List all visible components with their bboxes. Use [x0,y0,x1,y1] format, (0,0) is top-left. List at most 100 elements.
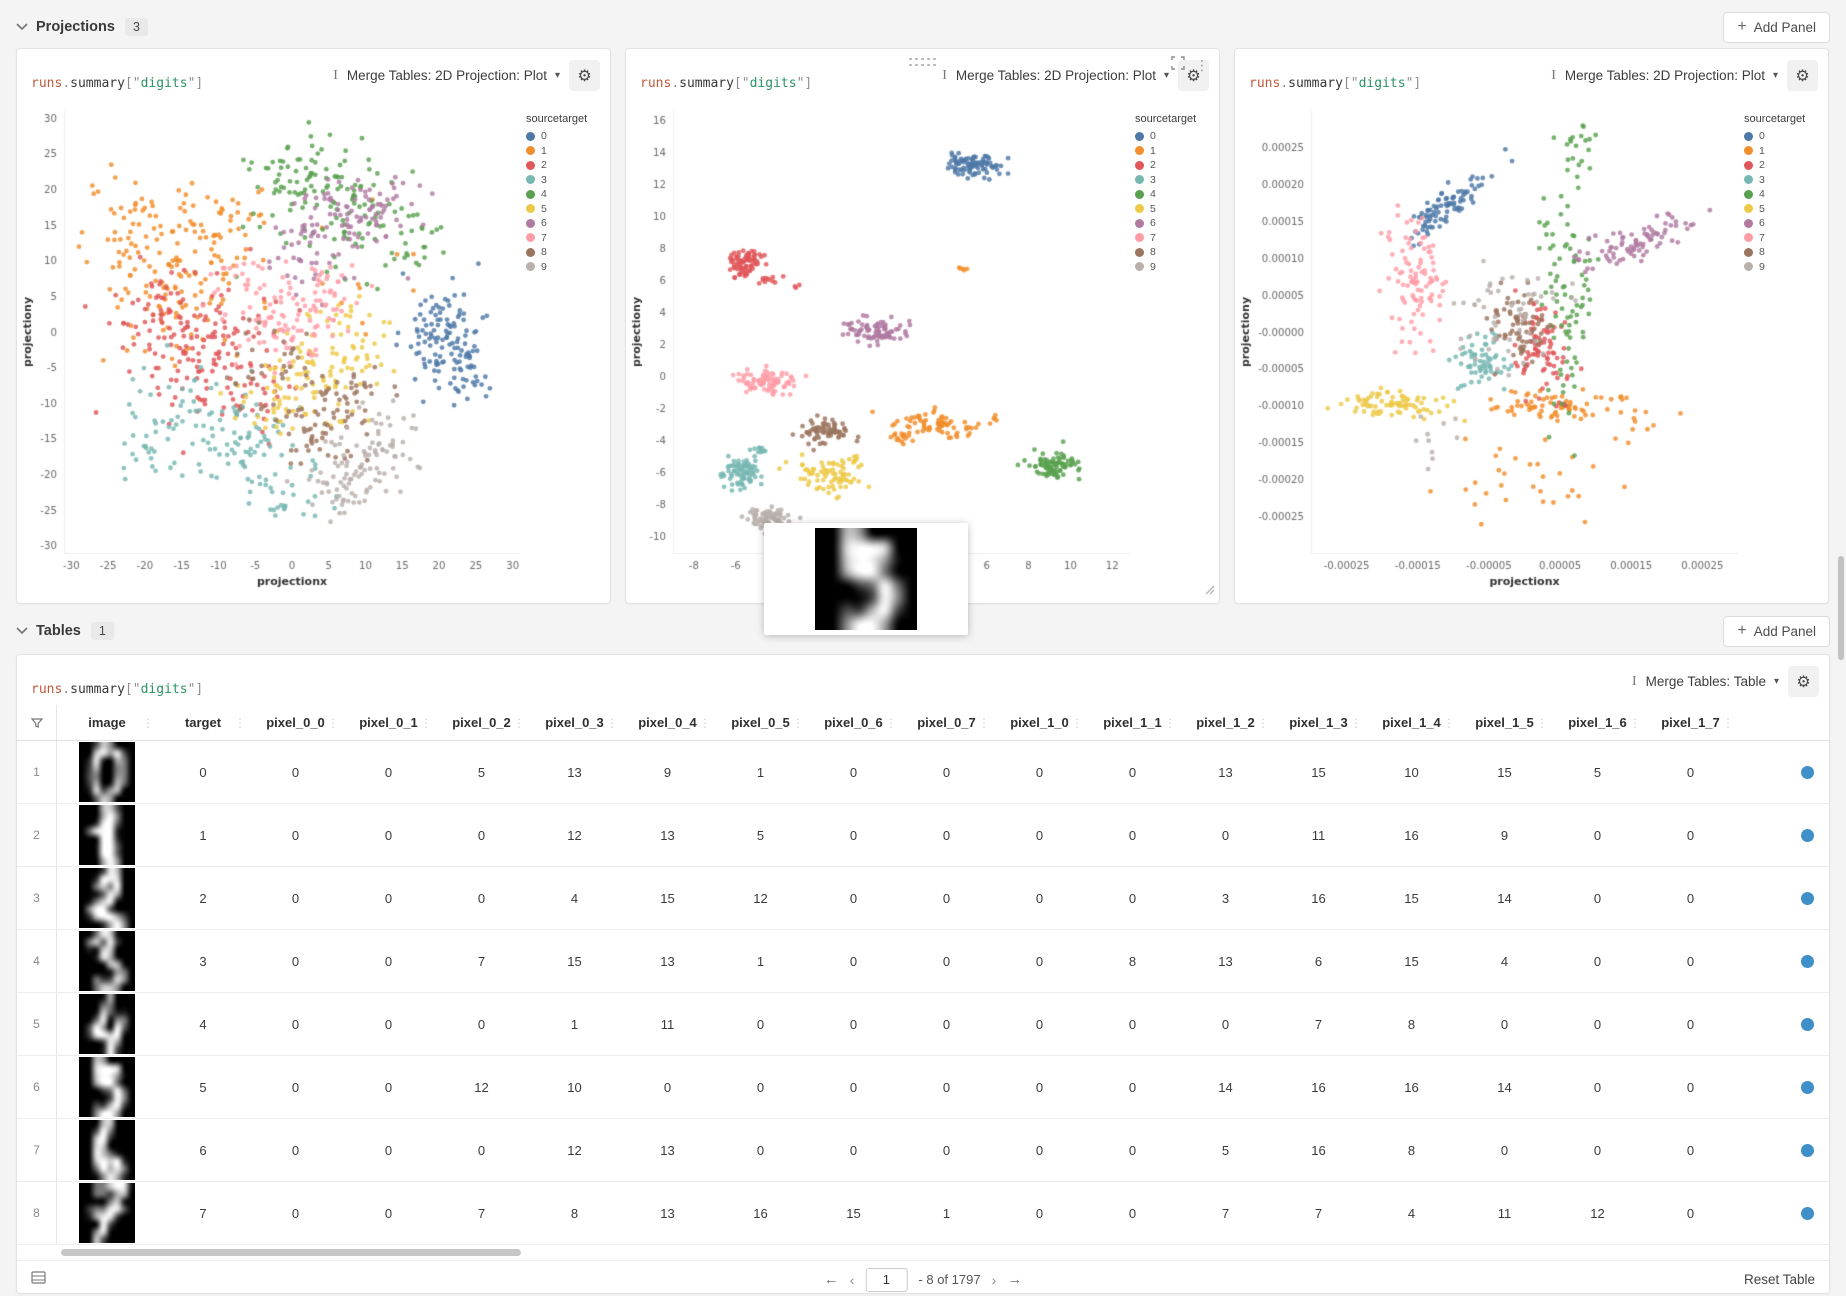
run-color-dot[interactable] [1800,954,1814,968]
column-menu-icon[interactable]: ⋮ [1071,715,1083,730]
digit-image-cell[interactable] [57,1057,157,1117]
horizontal-scrollbar-thumb[interactable] [61,1249,521,1256]
fullscreen-icon[interactable] [1171,56,1185,75]
digit-image[interactable] [79,1057,135,1117]
pixel-cell-pixel_1_5: 9 [1500,827,1509,843]
panel-drag-handle-icon[interactable] [908,56,938,68]
table-settings-button[interactable]: ⚙ [1788,666,1819,697]
table-pagination: ← ‹ - 8 of 1797 › → [823,1267,1023,1292]
column-menu-icon[interactable]: ⋮ [327,715,339,730]
digit-image[interactable] [79,805,135,865]
column-menu-icon[interactable]: ⋮ [1443,715,1455,730]
add-panel-button[interactable]: + Add Panel [1723,615,1830,647]
digit-image-cell[interactable] [57,742,157,802]
run-color-dot[interactable] [1800,828,1814,842]
digit-image[interactable] [79,868,135,928]
panel-type-dropdown[interactable]: Merge Tables: 2D Projection: Plot ▾ [1564,68,1778,83]
column-header-pixel_0_0[interactable]: pixel_0_0 ⋮ [266,715,339,730]
column-header-pixel_0_3[interactable]: pixel_0_3 ⋮ [545,715,618,730]
row-number: 6 [17,1056,57,1118]
column-header-pixel_1_6[interactable]: pixel_1_6 ⋮ [1568,715,1641,730]
column-header-pixel_1_5[interactable]: pixel_1_5 ⋮ [1475,715,1548,730]
digit-image-cell[interactable] [57,868,157,928]
column-header-pixel_1_1[interactable]: pixel_1_1 ⋮ [1103,715,1176,730]
panel-settings-button[interactable]: ⚙ [1787,60,1818,91]
pixel-cell-pixel_0_1: 0 [384,1016,393,1032]
filter-icon[interactable] [17,705,57,740]
run-color-dot[interactable] [1800,1206,1814,1220]
digit-image[interactable] [79,1183,135,1243]
legend-swatch-icon [526,218,535,228]
column-header-pixel_0_7[interactable]: pixel_0_7 ⋮ [917,715,990,730]
digit-image-cell[interactable] [57,1183,157,1243]
table-type-dropdown[interactable]: Merge Tables: Table ▾ [1645,674,1779,689]
panel-resize-handle[interactable] [1205,582,1215,600]
first-page-arrow[interactable]: ← [823,1271,839,1288]
column-menu-icon[interactable]: ⋮ [792,715,804,730]
reset-table-button[interactable]: Reset Table [1743,1272,1815,1287]
projections-collapse-chevron-icon[interactable] [16,23,28,31]
column-header-pixel_0_4[interactable]: pixel_0_4 ⋮ [638,715,711,730]
column-header-pixel_1_3[interactable]: pixel_1_3 ⋮ [1289,715,1362,730]
last-page-arrow[interactable]: → [1007,1271,1023,1288]
column-menu-icon[interactable]: ⋮ [978,715,990,730]
column-header-pixel_0_5[interactable]: pixel_0_5 ⋮ [731,715,804,730]
prev-page-chevron[interactable]: ‹ [849,1271,855,1288]
column-header-pixel_1_7[interactable]: pixel_1_7 ⋮ [1661,715,1734,730]
column-menu-icon[interactable]: ⋮ [885,715,897,730]
column-header-pixel_0_6[interactable]: pixel_0_6 ⋮ [824,715,897,730]
column-menu-icon[interactable]: ⋮ [1722,715,1734,730]
column-menu-icon[interactable]: ⋮ [606,715,618,730]
column-header-pixel_1_4[interactable]: pixel_1_4 ⋮ [1382,715,1455,730]
panel-settings-button[interactable]: ⚙ [1178,60,1209,91]
column-menu-icon[interactable]: ⋮ [1350,715,1362,730]
digit-image[interactable] [79,1120,135,1180]
column-header-pixel_1_2[interactable]: pixel_1_2 ⋮ [1196,715,1269,730]
scatter-plot-canvas[interactable] [21,99,526,593]
row-number: 4 [17,930,57,992]
page-scrollbar-thumb[interactable] [1838,556,1844,660]
digit-image-cell[interactable] [57,931,157,991]
row-height-icon[interactable] [31,1270,46,1289]
column-header-image[interactable]: image ⋮ [88,715,154,730]
panel-menu-icon[interactable]: ⋮ [1195,57,1209,73]
digit-image-cell[interactable] [57,805,157,865]
panel-type-dropdown[interactable]: Merge Tables: 2D Projection: Plot ▾ [346,68,560,83]
plot-area: sourcetarget 0 1 2 3 4 5 6 7 8 9 [626,99,1219,635]
run-color-dot[interactable] [1800,1080,1814,1094]
column-menu-icon[interactable]: ⋮ [699,715,711,730]
column-header-pixel_0_2[interactable]: pixel_0_2 ⋮ [452,715,525,730]
run-color-dot[interactable] [1800,891,1814,905]
digit-image-cell[interactable] [57,994,157,1054]
column-menu-icon[interactable]: ⋮ [1629,715,1641,730]
digit-image-cell[interactable] [57,1120,157,1180]
column-menu-icon[interactable]: ⋮ [234,715,246,730]
column-header-pixel_0_1[interactable]: pixel_0_1 ⋮ [359,715,432,730]
panel-type-dropdown[interactable]: Merge Tables: 2D Projection: Plot ▾ [955,68,1169,83]
pixel-cell-pixel_0_1: 0 [384,953,393,969]
column-menu-icon[interactable]: ⋮ [420,715,432,730]
column-header-target[interactable]: target ⋮ [184,715,246,730]
column-menu-icon[interactable]: ⋮ [142,715,154,730]
column-menu-icon[interactable]: ⋮ [513,715,525,730]
next-page-chevron[interactable]: › [991,1271,997,1288]
column-header-pixel_1_0[interactable]: pixel_1_0 ⋮ [1010,715,1083,730]
add-panel-button[interactable]: + Add Panel [1723,11,1830,43]
digit-image[interactable] [79,931,135,991]
run-color-dot[interactable] [1800,1017,1814,1031]
scatter-plot-canvas[interactable] [630,99,1135,593]
legend-item-4: 4 [526,187,606,202]
run-color-dot[interactable] [1800,765,1814,779]
digit-image[interactable] [79,994,135,1054]
panel-settings-button[interactable]: ⚙ [569,60,600,91]
column-menu-icon[interactable]: ⋮ [1536,715,1548,730]
page-input[interactable] [865,1267,908,1292]
column-menu-icon[interactable]: ⋮ [1164,715,1176,730]
run-color-dot[interactable] [1800,1143,1814,1157]
pixel-cell-pixel_1_3: 7 [1314,1205,1323,1221]
tables-collapse-chevron-icon[interactable] [16,627,28,635]
column-menu-icon[interactable]: ⋮ [1257,715,1269,730]
scatter-plot-canvas[interactable] [1239,99,1744,593]
table-row: 3 2 0 0 0 4 15 12 0 0 0 0 3 16 15 14 0 0 [17,867,1829,930]
digit-image[interactable] [79,742,135,802]
